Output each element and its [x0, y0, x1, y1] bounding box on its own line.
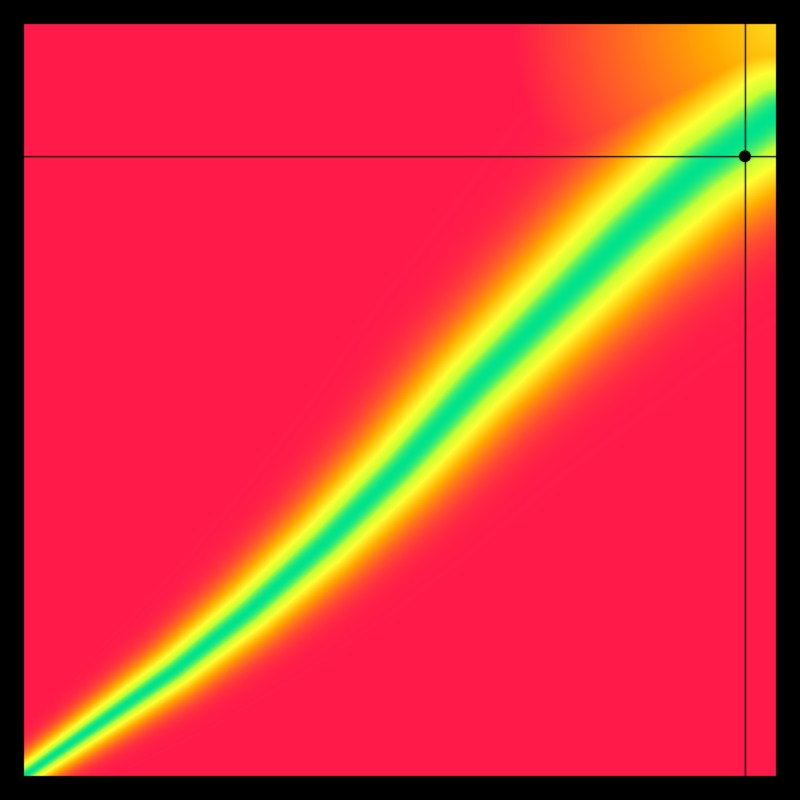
figure-container: TheBottleneck.com — [0, 0, 800, 800]
bottleneck-heatmap-canvas — [0, 0, 800, 800]
